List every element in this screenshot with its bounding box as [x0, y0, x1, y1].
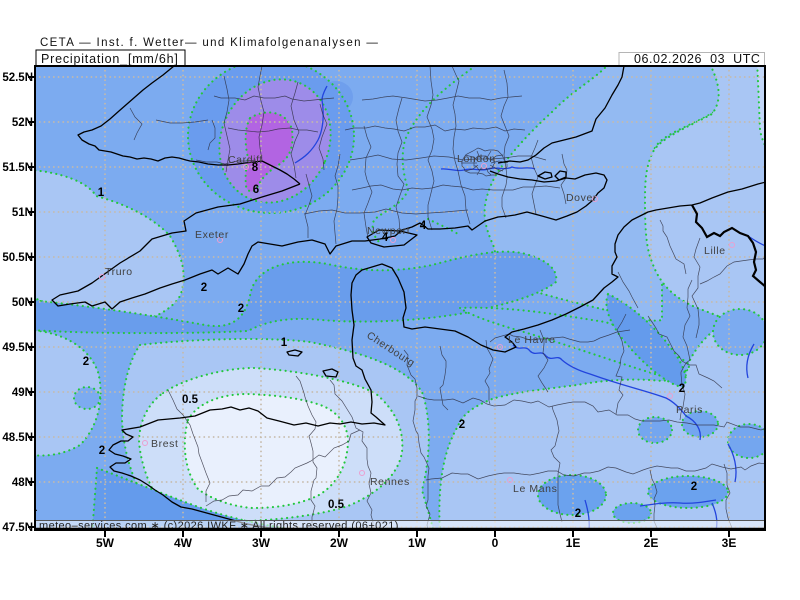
svg-text:8: 8 — [252, 162, 259, 174]
svg-text:Rennes: Rennes — [370, 476, 410, 488]
svg-text:2: 2 — [459, 419, 465, 431]
svg-text:3E: 3E — [722, 536, 737, 550]
svg-text:5W: 5W — [96, 536, 115, 550]
svg-text:1E: 1E — [566, 536, 581, 550]
svg-text:Exeter: Exeter — [195, 229, 229, 241]
svg-text:2: 2 — [83, 356, 89, 368]
svg-text:4: 4 — [420, 220, 427, 232]
svg-text:2: 2 — [691, 481, 697, 493]
svg-text:meteo–services.com ∗ (c)2026 I: meteo–services.com ∗ (c)2026 IWKF ∗ All … — [39, 520, 399, 532]
svg-text:0.5: 0.5 — [182, 394, 199, 406]
svg-text:2: 2 — [575, 508, 581, 520]
svg-text:Precipitation_[mm/6h]: Precipitation_[mm/6h] — [41, 52, 179, 66]
svg-text:0: 0 — [492, 536, 499, 550]
svg-text:51N: 51N — [12, 207, 33, 219]
svg-text:Brest: Brest — [151, 438, 179, 450]
svg-text:4W: 4W — [174, 536, 193, 550]
svg-text:4: 4 — [382, 232, 389, 244]
svg-text:49N: 49N — [12, 387, 33, 399]
svg-text:0.5: 0.5 — [328, 499, 345, 511]
svg-text:Le Havre: Le Havre — [508, 334, 555, 346]
svg-text:Newport: Newport — [367, 225, 410, 237]
svg-text:2W: 2W — [330, 536, 349, 550]
svg-text:1: 1 — [281, 337, 288, 349]
svg-text:52N: 52N — [12, 117, 33, 129]
svg-text:6: 6 — [253, 184, 259, 196]
svg-text:49.5N: 49.5N — [2, 342, 33, 354]
svg-text:2: 2 — [679, 383, 685, 395]
svg-text:London: London — [457, 153, 496, 165]
svg-text:Dover: Dover — [566, 192, 597, 204]
svg-text:CETA — Inst. f. Wetter— und Kl: CETA — Inst. f. Wetter— und Klimafolgena… — [40, 37, 379, 49]
svg-text:3W: 3W — [252, 536, 271, 550]
svg-text:47.5N: 47.5N — [2, 522, 33, 534]
svg-text:Le Mans: Le Mans — [513, 483, 557, 495]
svg-text:2: 2 — [201, 282, 207, 294]
svg-text:48N: 48N — [12, 477, 33, 489]
svg-text:2: 2 — [99, 445, 105, 457]
svg-text:48.5N: 48.5N — [2, 432, 33, 444]
svg-text:Paris: Paris — [676, 404, 703, 416]
svg-text:50N: 50N — [12, 297, 33, 309]
svg-text:Truro: Truro — [105, 266, 133, 278]
svg-text:1W: 1W — [408, 536, 427, 550]
svg-text:Lille: Lille — [704, 245, 726, 257]
svg-text:52.5N: 52.5N — [2, 72, 33, 84]
svg-text:1: 1 — [98, 187, 105, 199]
svg-text:50.5N: 50.5N — [2, 252, 33, 264]
svg-text:2E: 2E — [644, 536, 659, 550]
svg-text:06.02.2026 03 UTC: 06.02.2026 03 UTC — [634, 52, 761, 66]
svg-text:2: 2 — [238, 303, 244, 315]
svg-text:Cardiff: Cardiff — [228, 154, 263, 166]
svg-text:1: 1 — [31, 502, 38, 514]
svg-text:51.5N: 51.5N — [2, 162, 33, 174]
